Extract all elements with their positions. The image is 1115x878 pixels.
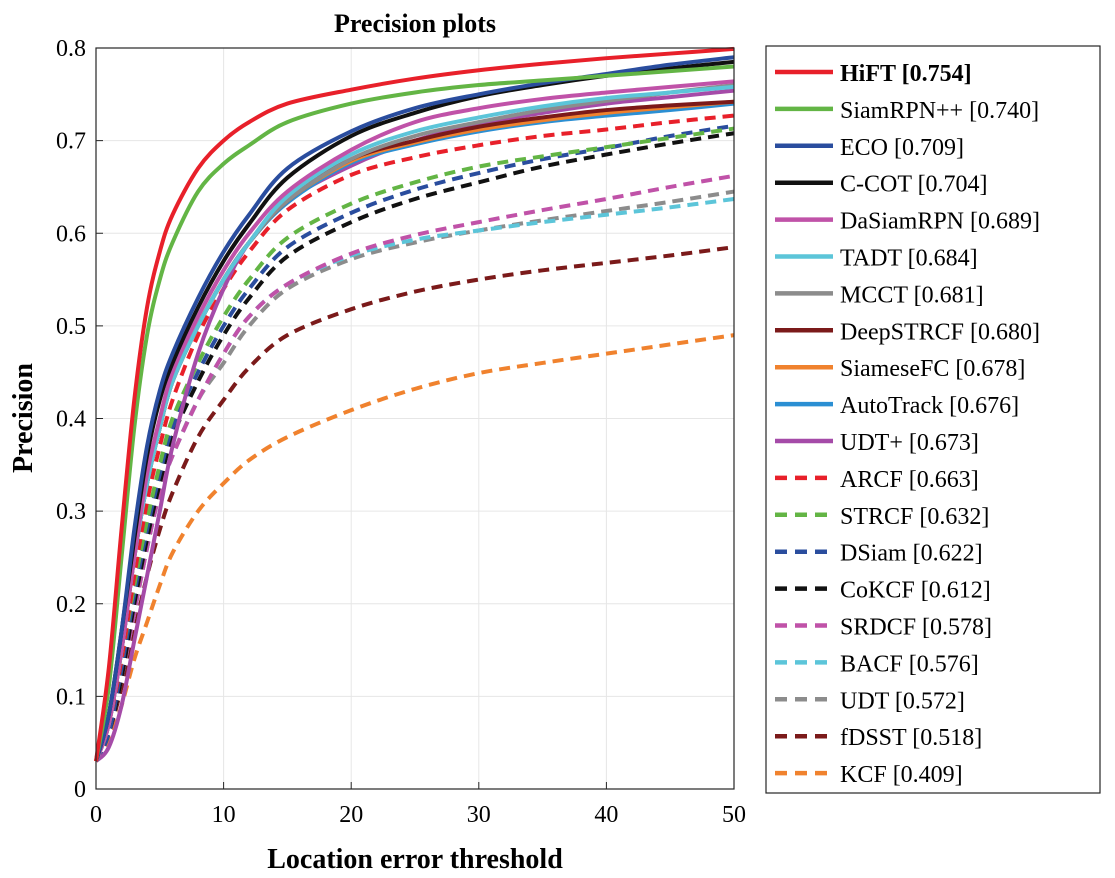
chart-title: Precision plots <box>334 9 496 38</box>
legend-entry: DSiam [0.622] <box>840 541 983 567</box>
x-tick-label: 10 <box>212 802 236 828</box>
y-tick-label: 0.6 <box>56 221 86 247</box>
legend-entry: C-COT [0.704] <box>840 172 988 198</box>
series-line-4 <box>94 79 735 762</box>
legend-entry: KCF [0.409] <box>840 762 963 788</box>
legend-entry: UDT+ [0.673] <box>840 430 979 456</box>
legend-entry: BACF [0.576] <box>840 651 979 677</box>
legend-entry: CoKCF [0.612] <box>840 578 991 604</box>
series-line-19 <box>94 333 735 763</box>
legend-entry: DaSiamRPN [0.689] <box>840 209 1040 235</box>
x-tick-label: 50 <box>722 802 746 828</box>
x-tick-label: 20 <box>339 802 363 828</box>
legend-entry: HiFT [0.754] <box>840 61 972 87</box>
legend-entry: MCCT [0.681] <box>840 282 984 308</box>
legend-entry: ARCF [0.663] <box>840 467 979 493</box>
legend-entry: SiamRPN++ [0.740] <box>840 98 1039 124</box>
legend-entry: ECO [0.709] <box>840 135 964 161</box>
legend-entry: TADT [0.684] <box>840 246 978 272</box>
x-axis-label: Location error threshold <box>267 844 563 875</box>
legend-entry: fDSST [0.518] <box>840 725 982 751</box>
legend: HiFT [0.754] SiamRPN++ [0.740] ECO [0.709]… <box>765 45 1101 794</box>
y-axis-ticks: 0 0.1 0.2 0.3 0.4 0.5 0.6 0.7 0.8 <box>56 36 103 803</box>
y-tick-label: 0.4 <box>56 407 86 433</box>
x-axis-ticks: 0 10 20 30 40 50 <box>90 782 746 828</box>
series-line-1 <box>94 64 735 762</box>
x-tick-label: 0 <box>90 802 102 828</box>
y-tick-label: 0.1 <box>56 684 86 710</box>
y-tick-label: 0.2 <box>56 592 86 618</box>
legend-box <box>765 45 1101 794</box>
x-tick-label: 40 <box>594 802 618 828</box>
series-lines <box>94 46 735 763</box>
x-tick-label: 30 <box>467 802 491 828</box>
legend-entry: AutoTrack [0.676] <box>840 393 1019 419</box>
y-tick-label: 0.3 <box>56 499 86 525</box>
series-line-0 <box>94 46 735 762</box>
y-tick-label: 0.7 <box>56 129 86 155</box>
series-line-14 <box>94 131 735 763</box>
legend-entry: UDT [0.572] <box>840 688 965 714</box>
legend-entry: SiameseFC [0.678] <box>840 356 1025 382</box>
y-tick-label: 0 <box>74 777 86 803</box>
y-tick-label: 0.8 <box>56 36 86 62</box>
y-axis-label: Precision <box>8 363 39 473</box>
series-line-11 <box>94 113 735 762</box>
legend-entry: STRCF [0.632] <box>840 504 989 530</box>
y-tick-label: 0.5 <box>56 314 86 340</box>
legend-entry: DeepSTRCF [0.680] <box>840 319 1040 345</box>
legend-entry: SRDCF [0.578] <box>840 615 992 641</box>
